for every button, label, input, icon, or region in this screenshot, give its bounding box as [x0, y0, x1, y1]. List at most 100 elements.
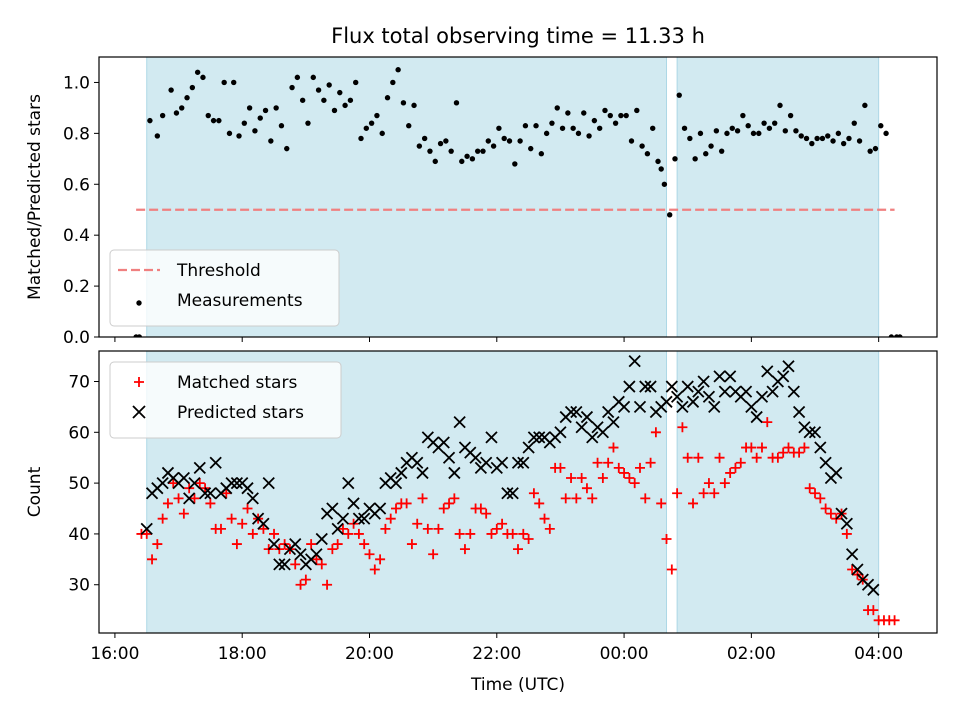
predicted-star-point — [724, 370, 737, 383]
matched-star-point — [820, 503, 831, 514]
predicted-star-point — [623, 380, 636, 393]
measurement-point — [262, 107, 269, 114]
predicted-star-point — [352, 512, 366, 525]
measurement-point — [676, 92, 682, 98]
matched-star-point — [783, 442, 794, 453]
x-tick-label: 00:00 — [600, 644, 649, 664]
predicted-star-point — [702, 390, 716, 403]
measurement-point — [368, 120, 375, 126]
measurement-point — [554, 105, 560, 111]
measurement-point — [750, 130, 757, 137]
predicted-star-point — [665, 380, 678, 393]
measurement-point — [533, 123, 539, 129]
measurement-point — [809, 140, 815, 147]
predicted-star-point — [681, 380, 694, 393]
legend-label: Predicted stars — [177, 403, 304, 423]
measurement-point — [205, 112, 211, 119]
matched-star-point — [178, 508, 189, 519]
measurement-point — [897, 334, 903, 337]
measurement-point — [363, 125, 370, 131]
measurement-point — [416, 143, 423, 149]
matched-star-point — [581, 483, 592, 494]
measurement-point — [136, 334, 143, 337]
measurement-point — [421, 135, 428, 142]
predicted-star-point — [750, 410, 763, 424]
measurement-point — [708, 143, 714, 149]
measurement-point — [596, 125, 603, 131]
predicted-star-point — [273, 558, 286, 571]
measurement-point — [374, 112, 380, 119]
measurement-point — [517, 138, 523, 144]
matched-star-point — [528, 488, 539, 499]
measurement-point — [692, 156, 698, 162]
measurement-point — [326, 82, 332, 88]
matched-star-point — [576, 473, 587, 484]
measurement-point — [210, 117, 217, 124]
y-tick-label: 40 — [68, 525, 90, 545]
measurement-point — [655, 158, 661, 165]
ratio-panel: 0.0 0.2 0.4 0.6 0.8 1.0 Matched/Predicted star… — [25, 56, 938, 348]
matched-star-point — [316, 559, 327, 570]
matched-star-point — [650, 427, 661, 438]
matched-star-point — [682, 452, 693, 463]
measurement-point — [528, 145, 534, 152]
matched-star-point — [194, 478, 205, 489]
measurement-point — [443, 138, 449, 144]
predicted-star-point — [644, 380, 657, 393]
measurement-point — [618, 112, 624, 119]
matched-star-point — [841, 528, 852, 539]
predicted-star-point — [310, 548, 323, 561]
matched-star-point — [810, 488, 821, 499]
measurement-point — [485, 138, 491, 144]
measurement-point — [658, 166, 664, 172]
matched-star-point — [295, 579, 306, 590]
matched-star-point — [290, 559, 301, 570]
predicted-star-point — [533, 431, 546, 444]
measurement-point — [216, 117, 222, 124]
measurement-point — [672, 156, 678, 162]
matched-star-point — [735, 457, 746, 468]
matched-star-point — [343, 528, 354, 539]
measurement-point — [179, 105, 185, 111]
y-axis-label: Count — [25, 466, 45, 517]
measurement-point — [787, 112, 794, 119]
matched-star-point — [518, 528, 529, 539]
matched-star-point — [592, 457, 603, 468]
measurement-point — [315, 87, 322, 93]
matched-star-point — [481, 508, 492, 519]
predicted-star-point — [628, 355, 641, 368]
matched-star-point — [603, 457, 614, 468]
predicted-star-point — [782, 360, 795, 373]
measurement-point — [872, 145, 879, 152]
matched-star-point — [566, 473, 577, 484]
measurement-point — [639, 143, 645, 149]
matched-star-point — [258, 523, 269, 534]
plot-area — [136, 351, 900, 633]
x-tick-label: 20:00 — [345, 644, 394, 664]
matched-star-point — [380, 523, 391, 534]
matched-star-point — [491, 523, 502, 534]
predicted-star-point — [851, 563, 864, 576]
predicted-star-point — [633, 400, 647, 414]
measurement-point — [697, 130, 704, 137]
predicted-star-point — [511, 456, 525, 469]
measurement-point — [448, 148, 454, 154]
measurement-point — [724, 130, 730, 137]
matched-star-point — [666, 564, 677, 575]
measurement-point — [379, 130, 385, 137]
y-axis-label: Matched/Predicted stars — [25, 94, 45, 300]
predicted-star-point — [575, 421, 588, 434]
y-tick-label: 70 — [68, 372, 90, 392]
measurement-point — [490, 143, 497, 149]
matched-star-point — [417, 493, 428, 504]
measurement-point — [650, 125, 656, 131]
legend-measurement-swatch — [136, 300, 142, 306]
measurement-point — [273, 105, 279, 111]
y-tick-label: 0.8 — [63, 124, 90, 144]
predicted-star-point — [347, 497, 360, 510]
matched-star-point — [703, 478, 714, 489]
matched-star-point — [804, 483, 815, 494]
measurement-point — [358, 135, 364, 142]
matched-star-point — [375, 554, 386, 565]
matched-star-point — [454, 528, 465, 539]
